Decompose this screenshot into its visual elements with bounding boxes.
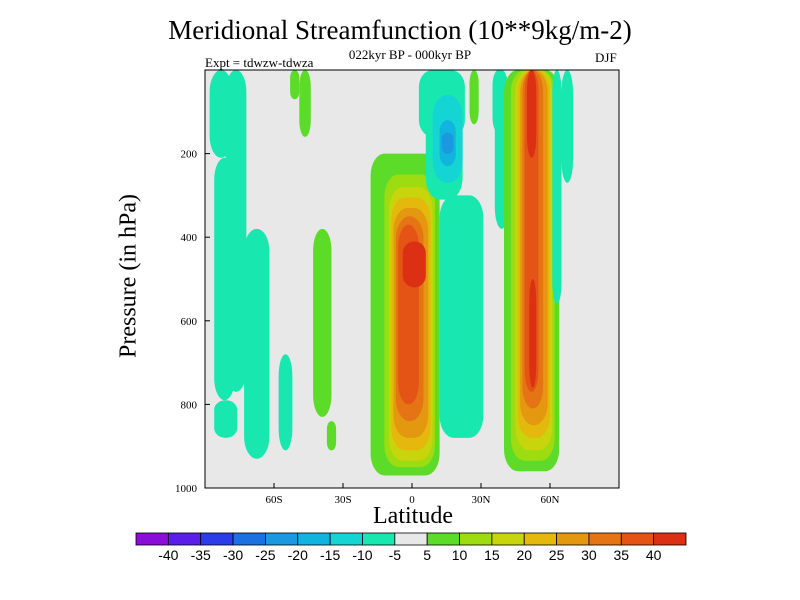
colorbar-label: 20 [516,547,532,563]
x-tick-label: 30N [472,494,491,506]
contour-region [278,354,293,451]
contour-region [214,400,238,438]
x-axis-label: Latitude [373,503,453,529]
x-tick-label: 60S [265,494,282,506]
colorbar-label: 35 [614,547,630,563]
contour-region [326,421,337,451]
x-axis-ticks: 60S 30S 0 30N 60N [265,483,560,506]
colorbar-label: -5 [389,547,402,563]
colorbar-label: -30 [223,547,243,563]
contour-region [290,70,300,100]
colorbar-label: 30 [581,547,597,563]
colorbar-label: 40 [646,547,662,563]
colorbar-swatch [135,532,169,546]
colorbar-label: -35 [191,547,211,563]
x-tick-label: 30S [334,494,351,506]
colorbar-label: -20 [288,547,308,563]
contour-region [402,241,426,288]
chart-title: Meridional Streamfunction (10**9kg/m-2) [168,15,632,45]
x-tick-label: 60N [541,494,560,506]
contour-region [441,132,454,154]
contour-region [439,195,484,438]
colorbar-label: -25 [255,547,275,563]
colorbar-swatch [588,532,622,546]
colorbar-swatch [653,532,687,546]
contour-region [561,70,573,183]
contour-region [529,279,537,388]
colorbar-swatch [167,532,202,546]
colorbar-label: -40 [158,547,178,563]
contour-region [552,70,562,305]
colorbar-swatch [200,532,234,546]
colorbar-label: -10 [352,547,372,563]
y-tick-label: 1000 [175,483,198,495]
colorbar-swatch [232,532,266,546]
colorbar-label: -15 [320,547,340,563]
chart-subtitle: 022kyr BP - 000kyr BP [348,47,472,62]
contour-region [313,228,332,417]
colorbar-swatch [329,532,363,546]
colorbar-label: 5 [423,547,431,563]
contour-region [469,70,479,125]
x-tick-label: 0 [409,494,415,506]
season-label: DJF [595,50,617,65]
colorbar-swatch [620,532,655,546]
colorbar-swatch [556,532,590,546]
colorbar: -40 -35 -30 -25 -20 -15 -10 -5 5 10 15 20 25 30 35 40 [135,532,687,563]
contour-fill-layer [209,70,573,476]
contour-region [225,70,247,392]
contour-region [299,70,311,137]
colorbar-swatch [394,532,428,546]
y-tick-label: 200 [181,149,198,161]
colorbar-swatch [362,532,396,546]
contour-region [527,70,537,158]
y-tick-label: 400 [181,232,198,244]
colorbar-label: 10 [452,547,468,563]
contour-region [244,228,270,459]
colorbar-swatch [459,532,493,546]
y-tick-label: 600 [181,316,198,328]
colorbar-label: 25 [549,547,565,563]
colorbar-swatch [265,532,299,546]
y-tick-label: 800 [181,399,198,411]
colorbar-label: 15 [484,547,500,563]
colorbar-swatch [523,532,557,546]
y-axis-ticks: 200 400 600 800 1000 [175,149,210,495]
colorbar-swatch [426,532,460,546]
colorbar-swatch [297,532,331,546]
colorbar-swatch [491,532,525,546]
experiment-label: Expt = tdwzw-tdwza [205,55,314,70]
